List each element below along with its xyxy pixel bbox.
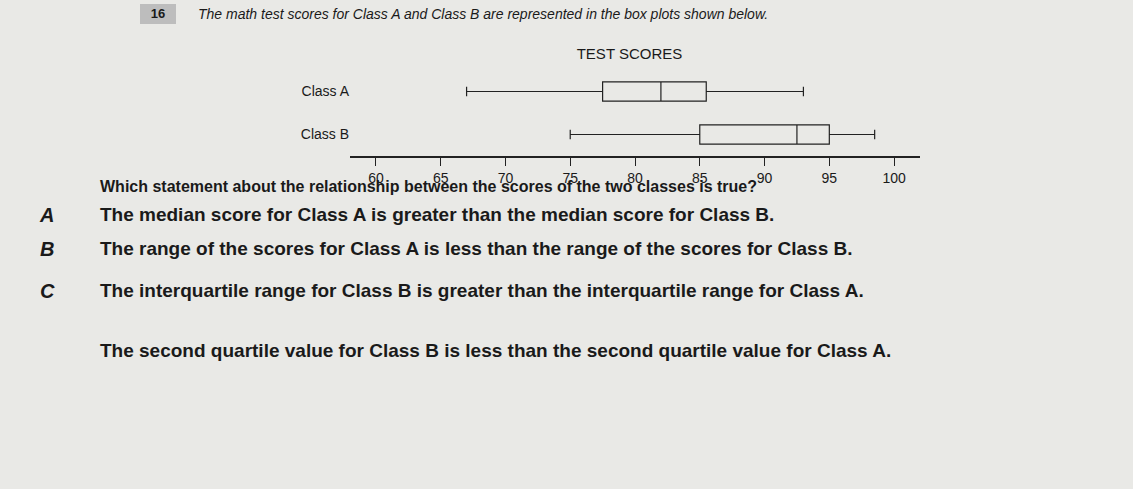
svg-text:95: 95 (822, 170, 838, 186)
svg-text:TEST SCORES: TEST SCORES (577, 45, 683, 62)
svg-text:Class B: Class B (301, 126, 349, 142)
svg-text:90: 90 (757, 170, 773, 186)
svg-text:Class A: Class A (302, 83, 350, 99)
svg-text:100: 100 (882, 170, 906, 186)
